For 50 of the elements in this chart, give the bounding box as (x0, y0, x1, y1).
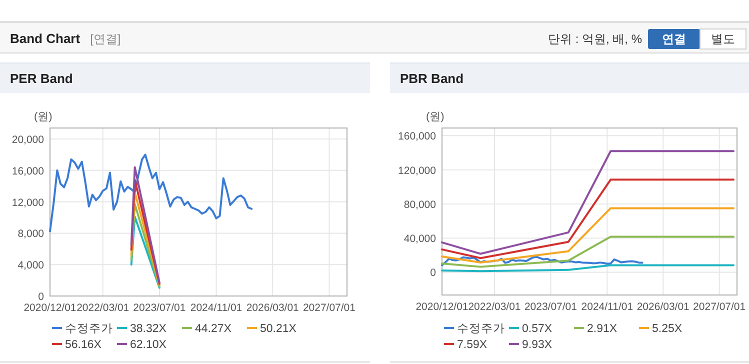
text: 단위 : 억원, 배, % (548, 32, 642, 46)
y-tick-label: 0 (38, 291, 44, 303)
legend-label: 5.25X (652, 323, 682, 335)
text: Band Chart (10, 31, 81, 46)
x-tick-label: 2020/12/01 (416, 301, 468, 313)
x-tick-label: 2023/07/01 (524, 301, 578, 313)
x-tick-label: 2027/07/01 (693, 301, 746, 313)
legend-label: 50.21X (260, 323, 297, 335)
line-series (441, 178, 735, 260)
chart-title: PER Band (10, 71, 73, 86)
x-tick-label: 2022/03/01 (468, 301, 521, 313)
line-series (49, 154, 253, 232)
line-series (441, 150, 735, 255)
x-tick-label: 2024/11/01 (190, 302, 242, 314)
legend-label: 7.59X (457, 339, 488, 351)
y-tick-label: 16,000 (12, 165, 44, 178)
line-series (441, 207, 735, 264)
line-series (441, 236, 735, 268)
text: 별도 (711, 32, 735, 46)
legend-label: 44.27X (195, 323, 232, 335)
y-tick-label: 12,000 (12, 196, 44, 209)
line-series (441, 256, 644, 266)
legend-label: 수정주가 (65, 323, 113, 335)
x-tick-label: 2023/07/01 (133, 302, 186, 314)
legend-label: 56.16X (65, 339, 102, 351)
y-tick-label: 8,000 (18, 228, 44, 240)
y-tick-label: 4,000 (18, 260, 44, 272)
x-tick-label: 2026/03/01 (246, 302, 300, 314)
legend-label: 62.10X (130, 339, 167, 351)
x-tick-label: 2020/12/01 (24, 302, 76, 314)
legend-label: 0.57X (522, 323, 552, 335)
legend-label: 38.32X (130, 323, 167, 335)
legend-label: 수정주가 (457, 323, 505, 335)
legend-label: 2.91X (587, 323, 618, 335)
y-tick-label: 0 (430, 267, 436, 280)
y-tick-label: 160,000 (398, 130, 436, 143)
legend-label: 9.93X (522, 339, 552, 351)
y-tick-label: 120,000 (398, 164, 436, 177)
x-tick-label: 2024/11/01 (581, 301, 634, 313)
x-tick-label: 2022/03/01 (76, 302, 130, 314)
y-axis-title: (원) (34, 111, 52, 123)
y-tick-label: 40,000 (404, 233, 436, 246)
text: [연결] (90, 32, 121, 46)
y-axis-title: (원) (426, 111, 444, 123)
y-tick-label: 20,000 (12, 134, 44, 146)
x-tick-label: 2027/07/01 (302, 302, 356, 314)
y-tick-label: 80,000 (404, 198, 436, 211)
text: 연결 (662, 32, 686, 46)
x-tick-label: 2026/03/01 (636, 301, 690, 313)
chart-title: PBR Band (400, 71, 464, 86)
